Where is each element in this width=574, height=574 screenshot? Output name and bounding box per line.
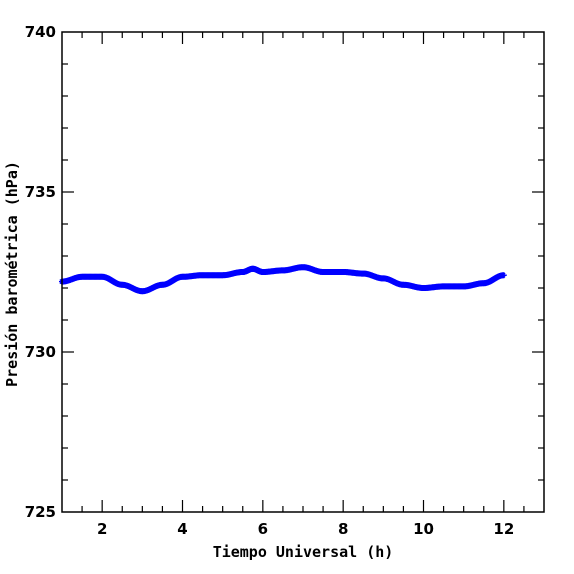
x-tick-label: 8 bbox=[338, 520, 348, 538]
y-tick-label: 740 bbox=[25, 23, 56, 41]
y-tick-label: 725 bbox=[25, 503, 56, 521]
x-tick-label: 10 bbox=[413, 520, 434, 538]
y-tick-label: 735 bbox=[25, 183, 56, 201]
y-axis-title: Presión barométrica (hPa) bbox=[3, 161, 21, 387]
data-points bbox=[59, 264, 507, 295]
y-tick-label: 730 bbox=[25, 343, 56, 361]
x-tick-label: 2 bbox=[97, 520, 107, 538]
tick-labels: 2 4 6 8 10 12 725 730 735 740 bbox=[25, 23, 515, 538]
x-tick-label: 12 bbox=[493, 520, 514, 538]
data-point bbox=[500, 272, 507, 279]
x-tick-label: 4 bbox=[177, 520, 187, 538]
x-axis-title: Tiempo Universal (h) bbox=[213, 543, 394, 561]
x-tick-label: 6 bbox=[258, 520, 268, 538]
axis-ticks bbox=[62, 32, 544, 512]
plot-frame bbox=[61, 31, 545, 513]
